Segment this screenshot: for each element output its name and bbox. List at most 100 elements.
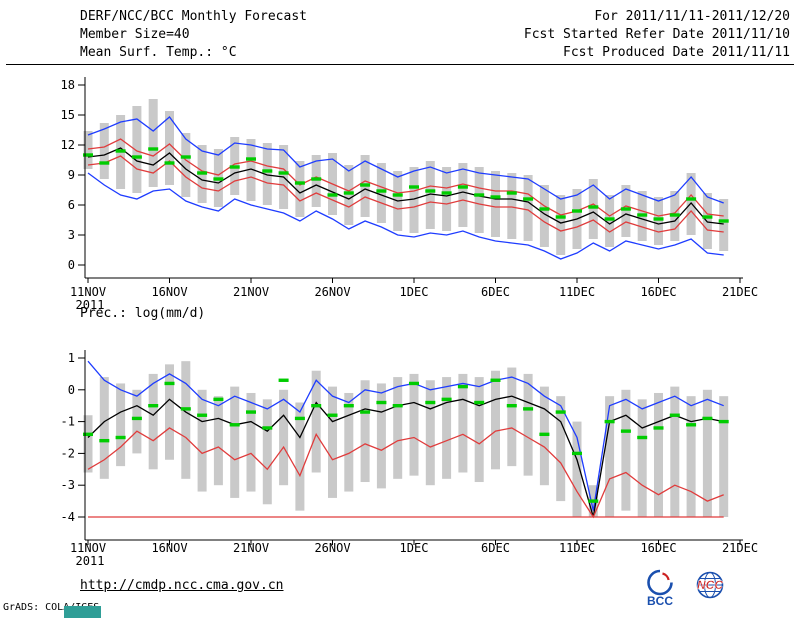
verification-dash: [539, 432, 550, 437]
bcc-logo-swirl: [647, 569, 673, 596]
verification-dash: [555, 410, 566, 414]
verification-dash: [360, 410, 371, 414]
verification-dash: [718, 219, 729, 223]
verification-dash: [278, 378, 289, 382]
verification-dash: [376, 189, 387, 193]
y-tick-label: 0: [68, 383, 75, 397]
x-tick-label: 16NOV: [151, 541, 187, 555]
x-tick-label: 11NOV: [70, 285, 106, 299]
verification-dash: [115, 149, 126, 153]
verification-dash: [409, 381, 419, 386]
ensemble-bar: [425, 380, 435, 486]
verification-dash: [686, 197, 697, 201]
verification-dash: [392, 193, 403, 197]
verification-dash: [343, 404, 354, 408]
ensemble-range-bars: [83, 99, 729, 255]
y-tick-label: 12: [61, 138, 75, 152]
x-tick-label: 21DEC: [722, 285, 758, 299]
verification-dash: [490, 378, 501, 382]
verification-dash: [164, 161, 175, 165]
y-tick-label: 0: [68, 258, 75, 272]
x-tick-label: 1DEC: [400, 541, 429, 555]
x-tick-label: 16NOV: [151, 285, 187, 299]
x-tick-label: 1DEC: [400, 285, 429, 299]
verification-dash: [148, 404, 159, 408]
verification-dash: [327, 413, 338, 417]
ensemble-bar: [605, 396, 615, 517]
verification-dash: [180, 407, 191, 411]
verification-dash: [83, 153, 93, 157]
verification-dash: [294, 416, 305, 421]
ensemble-bar: [246, 139, 256, 201]
axes: -4 -3 -2 -1 0 1 11NOV 16NOV 21NOV 26NOV 1DEC 6DEC 11…: [61, 350, 758, 568]
x-tick-label: 6DEC: [481, 541, 510, 555]
ensemble-bar: [523, 373, 533, 476]
verification-dash: [311, 177, 322, 181]
y-tick-label: -4: [61, 510, 75, 524]
verification-dash: [425, 400, 436, 405]
upper-quartile-line: [87, 138, 724, 217]
ensemble-bar: [442, 377, 452, 479]
verification-dash: [327, 193, 338, 197]
ensemble-max-line: [87, 116, 724, 204]
verification-dash: [409, 185, 419, 189]
verification-dash: [718, 419, 729, 424]
ensemble-bar: [376, 383, 386, 489]
verification-markers: [83, 147, 729, 223]
verification-dash: [262, 169, 273, 173]
forecast-date-range: For 2011/11/11-2011/12/20: [594, 9, 790, 24]
temperature-chart: 0 3 6 9 12 15 18 11NOV 16NOV 21NOV 26NOV 1DEC 6DEC 11…: [61, 77, 758, 312]
ensemble-bar: [702, 193, 712, 249]
ncc-logo-text: NCC: [697, 578, 723, 592]
ensemble-bar: [116, 383, 126, 467]
ensemble-bar: [572, 421, 582, 517]
variable-label: Mean Surf. Temp.: °C: [80, 45, 237, 60]
grads-credit: GrADS: COLA/IGES: [3, 602, 100, 613]
ensemble-bar: [686, 396, 696, 517]
verification-dash: [115, 435, 126, 440]
x-tick-label: 11DEC: [559, 541, 595, 555]
verification-dash: [441, 191, 452, 195]
verification-dash: [523, 197, 534, 201]
verification-dash: [620, 207, 631, 211]
y-tick-label: -3: [61, 478, 75, 492]
ensemble-bar: [474, 167, 484, 233]
ensemble-bar: [83, 131, 93, 169]
refer-date-label: Fcst Started Refer Date 2011/11/10: [523, 27, 790, 42]
verification-dash: [278, 171, 289, 175]
ensemble-mean-line: [87, 147, 724, 225]
verification-dash: [180, 155, 191, 159]
verification-dash: [131, 416, 142, 421]
verification-dash: [262, 426, 273, 430]
precipitation-chart: -4 -3 -2 -1 0 1 11NOV 16NOV 21NOV 26NOV 1DEC 6DEC 11…: [61, 350, 758, 568]
verification-dash: [457, 185, 468, 189]
ensemble-bar: [148, 99, 158, 187]
lower-quartile-line: [87, 155, 724, 233]
ensemble-bar: [588, 179, 598, 239]
verification-dash: [246, 157, 256, 161]
axes: 0 3 6 9 12 15 18 11NOV 16NOV 21NOV 26NOV 1DEC 6DEC 11…: [61, 77, 758, 312]
verification-dash: [653, 426, 664, 430]
ensemble-bar: [360, 380, 370, 483]
ensemble-bar: [491, 370, 500, 470]
ensemble-bar: [181, 361, 191, 479]
ensemble-bar: [556, 396, 566, 502]
ensemble-bar: [425, 161, 435, 229]
y-tick-label: 9: [68, 168, 75, 182]
verification-dash: [604, 419, 615, 424]
ensemble-bar: [654, 197, 663, 245]
ensemble-bar: [165, 364, 174, 460]
bcc-logo-red-arc: [662, 572, 670, 581]
ensemble-bar: [409, 167, 419, 233]
ensemble-bar: [507, 173, 517, 239]
ensemble-bar: [132, 106, 142, 193]
ensemble-bar: [311, 370, 321, 473]
verification-dash: [588, 205, 599, 209]
produced-date-label: Fcst Produced Date 2011/11/11: [563, 45, 790, 60]
header-divider: [6, 64, 794, 65]
cmdp-link[interactable]: http://cmdp.ncc.cma.gov.cn: [80, 578, 284, 593]
x-tick-label: 11DEC: [559, 285, 595, 299]
ensemble-bar: [295, 161, 305, 217]
ensemble-bar: [409, 373, 419, 476]
x-tick-label: 6DEC: [481, 285, 510, 299]
